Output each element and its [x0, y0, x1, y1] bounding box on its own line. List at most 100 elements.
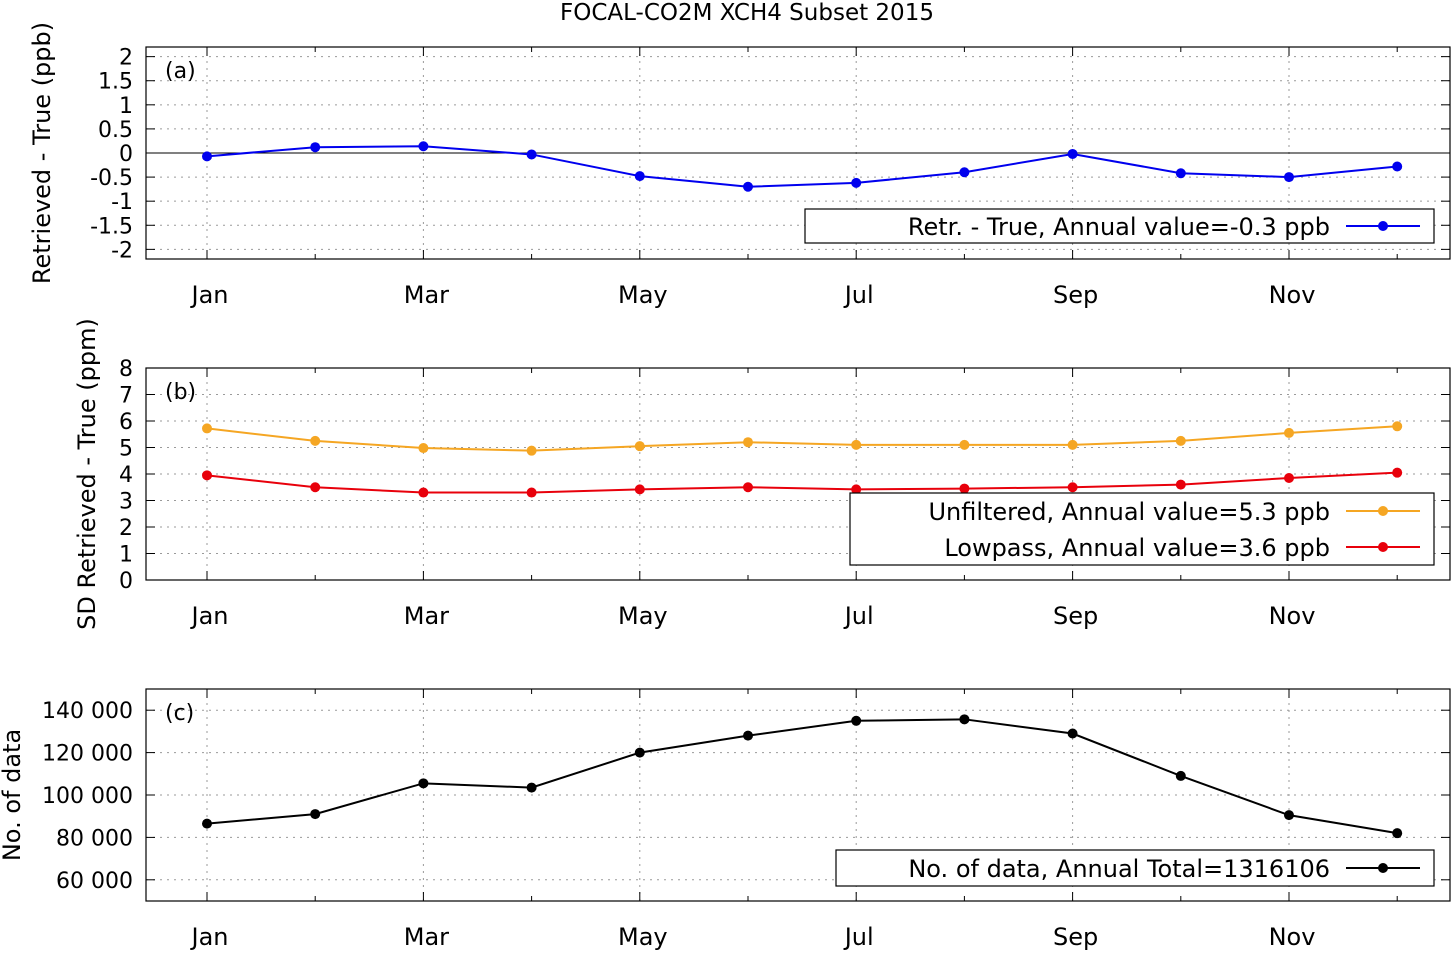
legend — [849, 492, 1435, 566]
data-point — [418, 141, 429, 152]
data-point — [743, 437, 753, 448]
y-axis-label: SD Retrieved - True (ppm) — [73, 318, 101, 630]
data-point — [202, 818, 212, 829]
panel-a: 21.510.50-0.5-1-1.5-2 Jan Mar May Jul Sep Nov R… — [28, 22, 1451, 309]
data-point — [1175, 770, 1186, 781]
data-point — [743, 181, 753, 192]
data-point — [526, 782, 537, 793]
data-point — [959, 167, 970, 178]
y-tick-label: 3 — [119, 490, 133, 515]
data-point — [526, 149, 537, 160]
x-tick-label: Nov — [1269, 923, 1316, 951]
data-point — [418, 443, 429, 454]
x-tick-label: Jan — [190, 281, 229, 309]
panel-label: (c) — [165, 701, 194, 726]
legend-swatch-marker — [1378, 542, 1388, 552]
data-point — [1067, 728, 1078, 739]
y-tick-label: 0 — [119, 569, 133, 594]
data-point — [526, 487, 537, 498]
data-point — [959, 439, 970, 450]
series-line — [206, 425, 1398, 452]
x-tick-label: Jan — [190, 923, 229, 951]
data-point — [743, 482, 753, 493]
data-point — [1284, 810, 1294, 821]
panel-c: 140 000 120 000 100 000 80 000 60 000 Jan Mar M… — [0, 688, 1451, 951]
data-point — [418, 778, 429, 789]
data-point — [851, 177, 862, 188]
x-tick-label: Mar — [404, 281, 449, 309]
chart-title: FOCAL-CO2M XCH4 Subset 2015 — [560, 0, 934, 26]
y-axis-label: No. of data — [0, 729, 26, 861]
legend-label: Lowpass, Annual value=3.6 ppb — [944, 534, 1330, 562]
data-point — [526, 445, 537, 456]
legend — [804, 208, 1435, 244]
y-tick-label: 100 000 — [42, 784, 133, 809]
x-tick-label: Jul — [843, 602, 874, 630]
data-point — [1392, 467, 1403, 478]
legend-swatch-marker — [1378, 506, 1388, 516]
x-tick-label: Jul — [843, 923, 874, 951]
y-tick-label: 2 — [119, 516, 133, 541]
data-point — [1392, 161, 1403, 172]
data-point — [1067, 439, 1078, 450]
y-tick-label: 0 — [119, 142, 133, 167]
x-tick-label: May — [618, 923, 668, 951]
data-point — [310, 809, 321, 820]
x-tick-label: Mar — [404, 602, 449, 630]
data-point — [1392, 828, 1403, 839]
y-tick-label: -1.5 — [90, 214, 133, 239]
data-point — [1175, 435, 1186, 446]
y-tick-label: 120 000 — [42, 742, 133, 767]
panel-label: (a) — [165, 59, 196, 84]
legend-swatch-marker — [1378, 863, 1388, 873]
data-point — [1392, 421, 1403, 432]
data-point — [310, 435, 321, 446]
y-tick-label: -0.5 — [90, 166, 133, 191]
y-tick-label: 4 — [119, 463, 133, 488]
y-tick-label: 1 — [119, 543, 133, 568]
y-tick-label: 140 000 — [42, 699, 133, 724]
legend-label: Unfiltered, Annual value=5.3 ppb — [928, 498, 1330, 526]
x-tick-label: Jul — [843, 281, 874, 309]
y-tick-label: 5 — [119, 437, 133, 462]
y-tick-label: -2 — [111, 238, 133, 263]
data-point — [634, 747, 645, 758]
y-tick-label: -1 — [111, 190, 133, 215]
data-point — [959, 483, 970, 494]
x-tick-label: Sep — [1053, 602, 1098, 630]
data-point — [1175, 479, 1186, 490]
data-point — [1175, 168, 1186, 179]
y-tick-label: 1 — [119, 94, 133, 119]
legend-swatch-marker — [1378, 221, 1388, 231]
data-point — [310, 142, 321, 153]
y-axis-label: Retrieved - True (ppb) — [28, 22, 56, 284]
x-tick-label: Sep — [1053, 281, 1098, 309]
x-tick-label: Sep — [1053, 923, 1098, 951]
data-point — [310, 482, 321, 493]
data-point — [634, 441, 645, 452]
x-tick-label: Nov — [1269, 281, 1316, 309]
x-tick-label: May — [618, 602, 668, 630]
data-point — [1284, 472, 1294, 483]
data-point — [202, 470, 212, 481]
legend — [835, 849, 1435, 887]
data-point — [634, 171, 645, 182]
series-line — [206, 718, 1398, 835]
data-point — [959, 714, 970, 725]
series-line — [206, 471, 1398, 494]
series-line — [206, 145, 1398, 188]
y-tick-label: 0.5 — [98, 118, 133, 143]
data-point — [418, 487, 429, 498]
data-point — [202, 151, 212, 162]
data-point — [1067, 482, 1078, 493]
y-tick-label: 60 000 — [56, 869, 133, 894]
data-point — [851, 484, 862, 495]
legend-label: Retr. - True, Annual value=-0.3 ppb — [908, 213, 1330, 241]
x-tick-label: Nov — [1269, 602, 1316, 630]
data-point — [851, 715, 862, 726]
panel-label: (b) — [165, 380, 196, 405]
data-point — [1284, 427, 1294, 438]
x-tick-label: Mar — [404, 923, 449, 951]
y-tick-label: 1.5 — [98, 70, 133, 95]
